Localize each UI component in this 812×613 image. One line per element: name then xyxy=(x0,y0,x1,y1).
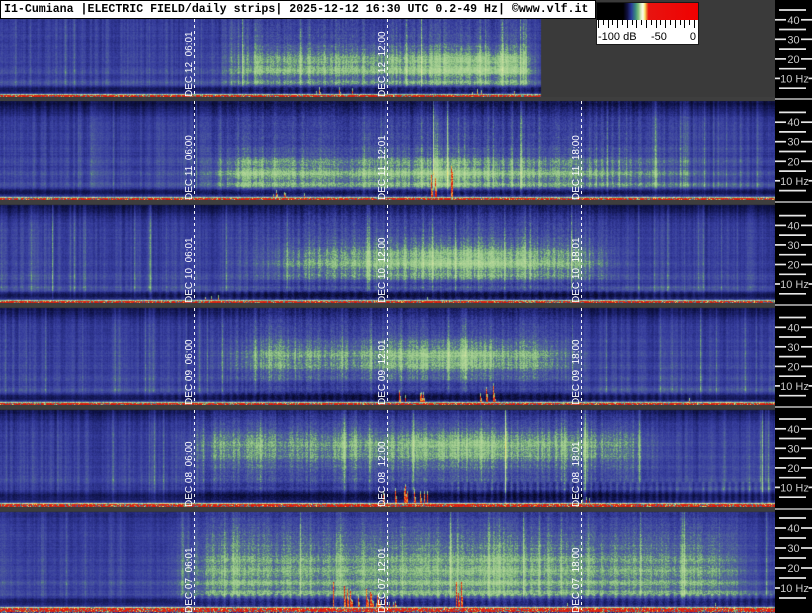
svg-text:20: 20 xyxy=(787,361,799,373)
svg-text:10 Hz: 10 Hz xyxy=(780,482,809,494)
svg-text:40: 40 xyxy=(787,322,799,334)
svg-text:40: 40 xyxy=(787,424,799,436)
svg-text:10 Hz: 10 Hz xyxy=(780,176,809,188)
svg-text:10 Hz: 10 Hz xyxy=(780,381,809,393)
svg-text:30: 30 xyxy=(787,443,799,455)
svg-text:40: 40 xyxy=(787,523,799,535)
svg-text:20: 20 xyxy=(787,156,799,168)
svg-text:10 Hz: 10 Hz xyxy=(780,279,809,291)
svg-text:30: 30 xyxy=(787,543,799,555)
svg-text:20: 20 xyxy=(787,260,799,272)
svg-text:20: 20 xyxy=(787,563,799,575)
svg-text:10 Hz: 10 Hz xyxy=(780,73,809,85)
svg-text:40: 40 xyxy=(787,220,799,232)
svg-text:30: 30 xyxy=(787,34,799,46)
svg-text:20: 20 xyxy=(787,463,799,475)
svg-text:10 Hz: 10 Hz xyxy=(780,583,809,595)
svg-text:20: 20 xyxy=(787,54,799,66)
svg-text:30: 30 xyxy=(787,240,799,252)
svg-text:30: 30 xyxy=(787,137,799,149)
svg-text:40: 40 xyxy=(787,117,799,129)
svg-text:40: 40 xyxy=(787,15,799,27)
svg-text:30: 30 xyxy=(787,342,799,354)
